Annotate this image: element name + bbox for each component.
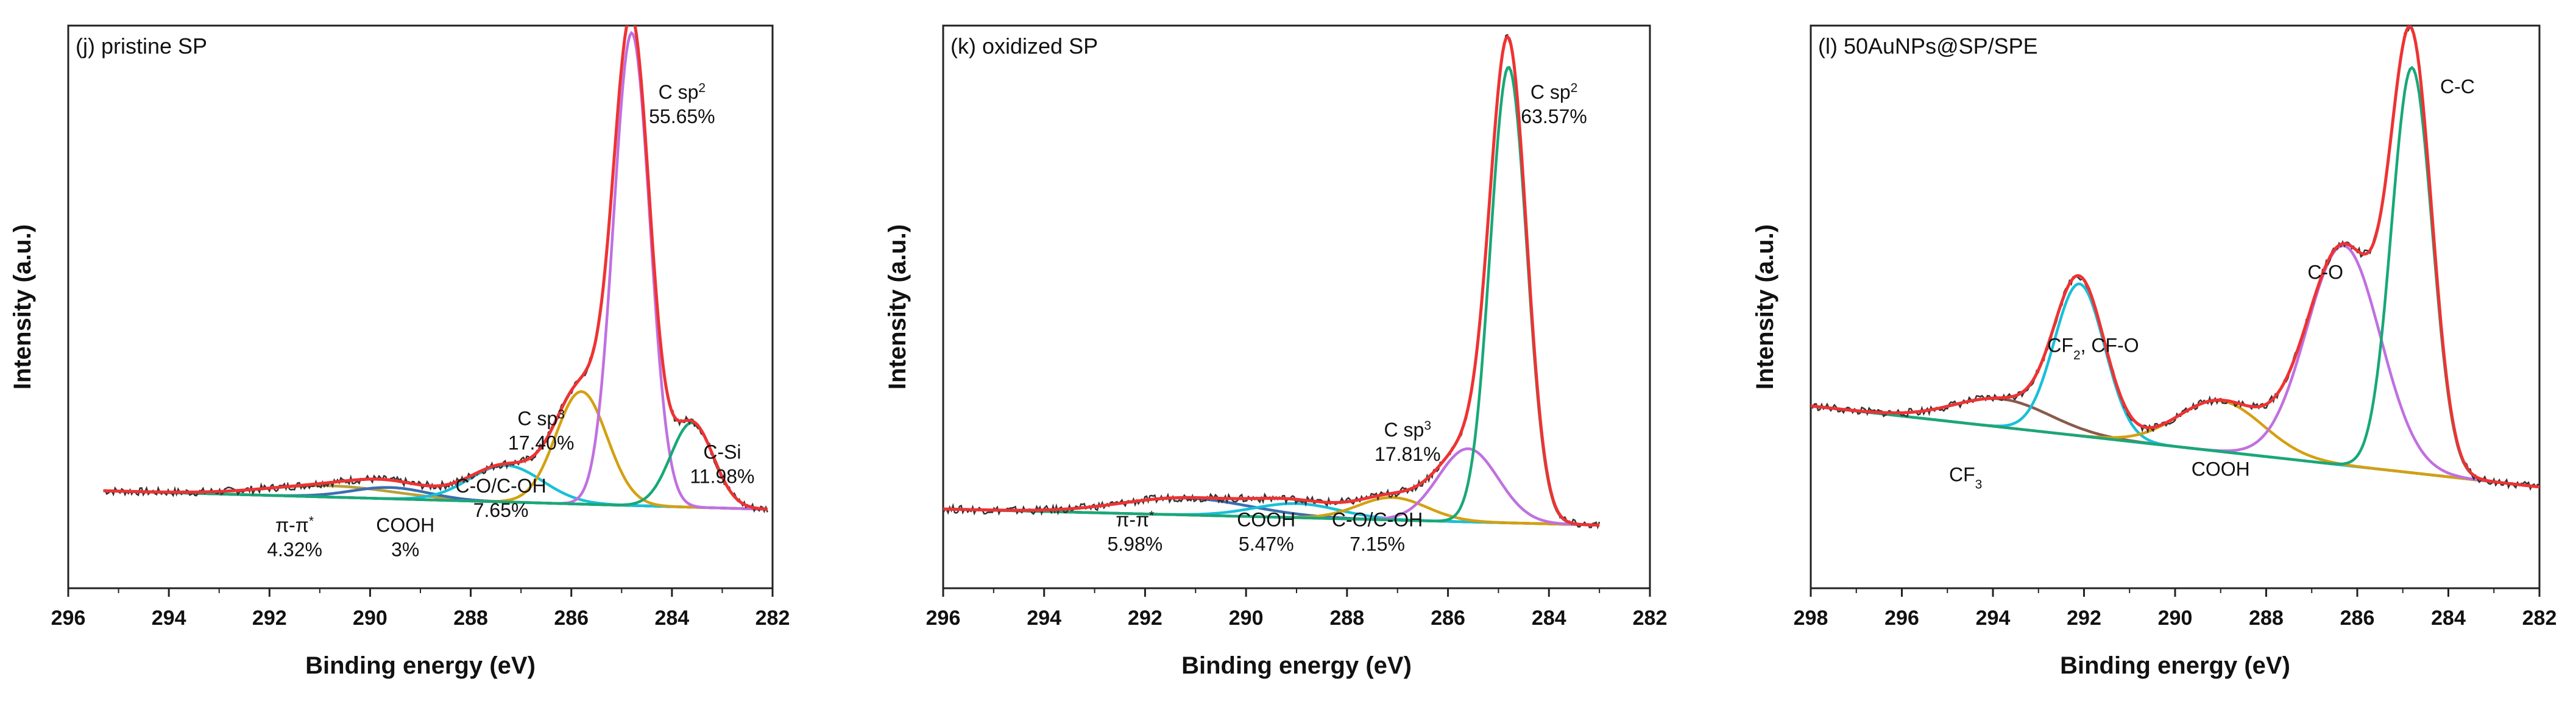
peak-label-pi-pi--percent: 4.32% — [267, 539, 322, 561]
peak-label-c-sp2-percent: 55.65% — [649, 105, 715, 127]
peak-label-c-o: C-O — [2307, 261, 2343, 283]
peak-c-sp2-curve — [943, 65, 1600, 527]
x-tick-label: 298 — [1794, 607, 1828, 630]
x-axis-title: Binding energy (eV) — [305, 652, 536, 679]
x-tick-label: 284 — [654, 607, 689, 630]
x-tick-label: 294 — [1976, 607, 2011, 630]
x-tick-label: 290 — [2158, 607, 2193, 630]
peak-label-c-o-c-oh-percent: 7.65% — [473, 499, 529, 521]
x-tick-label: 296 — [51, 607, 86, 630]
peak-label-c-si-percent: 11.98% — [690, 466, 754, 488]
y-axis-title: Intensity (a.u.) — [9, 224, 36, 390]
peak-label-c-o-c-oh: C-O/C-OH — [455, 475, 546, 497]
x-tick-label: 290 — [353, 607, 387, 630]
peak-label-c-sp3: C sp3 — [1384, 418, 1431, 441]
peak-label-c-o-c-oh-percent: 7.15% — [1350, 533, 1405, 555]
x-tick-label: 294 — [1027, 607, 1061, 630]
x-tick-label: 284 — [1532, 607, 1566, 630]
x-tick-label: 296 — [1884, 607, 1919, 630]
peak-cf2-cf-o-curve — [1811, 282, 2539, 489]
x-tick-label: 284 — [2431, 607, 2466, 630]
peak-label-cooh: COOH — [1237, 508, 1295, 530]
peak-label-pi-pi--percent: 5.98% — [1107, 533, 1162, 555]
x-tick-label: 288 — [2249, 607, 2284, 630]
peak-label-c-sp2: C sp2 — [1530, 80, 1577, 103]
peak-c-c-curve — [1811, 65, 2539, 489]
y-axis-title: Intensity (a.u.) — [1752, 224, 1778, 390]
x-tick-label: 286 — [554, 607, 589, 630]
peak-label-cooh: COOH — [376, 514, 434, 536]
x-axis-title: Binding energy (eV) — [1181, 652, 1412, 679]
plot-frame — [1810, 24, 2541, 589]
x-tick-label: 290 — [1229, 607, 1264, 630]
x-tick-label: 292 — [1128, 607, 1162, 630]
peak-label-cooh-percent: 3% — [391, 539, 419, 561]
peak-label-cooh: COOH — [2192, 458, 2250, 480]
curve-layer — [103, 26, 768, 514]
peak-label-c-sp2-percent: 63.57% — [1521, 105, 1587, 127]
x-tick-label: 286 — [1431, 607, 1465, 630]
curve-layer — [1811, 26, 2539, 491]
x-tick-label: 288 — [1329, 607, 1364, 630]
chart-panel-3: 298 296 294 292 290 288 286 284 282 Binding energ… — [1752, 24, 2557, 679]
peak-c-o-curve — [1811, 244, 2539, 489]
x-tick-label: 296 — [926, 607, 961, 630]
x-tick-label: 292 — [252, 607, 287, 630]
panel-label: (k) oxidized SP — [950, 34, 1098, 59]
envelope-fit-curve — [943, 34, 1600, 527]
x-tick-label: 292 — [2067, 607, 2101, 630]
peak-c-sp2-curve — [103, 30, 768, 511]
peak-label-cooh-percent: 5.47% — [1239, 533, 1294, 555]
peak-label-c-c: C-C — [2440, 76, 2475, 98]
x-tick-label: 282 — [2522, 607, 2557, 630]
envelope-fit-curve — [103, 26, 768, 511]
chart-panel-1: 296 294 292 290 288 286 284 282 Binding energy (… — [9, 24, 790, 679]
y-axis-title: Intensity (a.u.) — [884, 224, 911, 390]
x-tick-label: 286 — [2340, 607, 2375, 630]
peak-label-cf3: CF3 — [1949, 464, 1982, 492]
envelope-fit-curve — [1811, 26, 2539, 489]
panel-label: (l) 50AuNPs@SP/SPE — [1818, 34, 2038, 59]
panel-label: (j) pristine SP — [76, 34, 207, 59]
peak-c-si-curve — [103, 421, 768, 511]
x-tick-label: 288 — [453, 607, 488, 630]
x-tick-label: 282 — [1633, 607, 1668, 630]
peak-label-c-sp3-percent: 17.40% — [508, 432, 575, 454]
peak-label-pi-pi-: π-π* — [1116, 508, 1154, 531]
chart-panel-2: 296 294 292 290 288 286 284 282 Binding energy (… — [884, 24, 1668, 679]
x-tick-label: 294 — [152, 607, 186, 630]
peak-label-pi-pi-: π-π* — [275, 514, 314, 536]
x-tick-label: 282 — [755, 607, 790, 630]
peak-label-c-si: C-Si — [703, 441, 741, 463]
peak-label-c-sp3-percent: 17.81% — [1375, 443, 1441, 465]
peak-label-c-sp2: C sp2 — [659, 80, 706, 103]
peak-label-c-o-c-oh: C-O/C-OH — [1332, 508, 1423, 530]
x-axis-title: Binding energy (eV) — [2060, 652, 2290, 679]
peak-label-c-sp3: C sp3 — [517, 407, 564, 430]
curve-layer — [943, 34, 1601, 530]
peak-label-cf2-cf-o: CF2, CF-O — [2047, 334, 2139, 362]
